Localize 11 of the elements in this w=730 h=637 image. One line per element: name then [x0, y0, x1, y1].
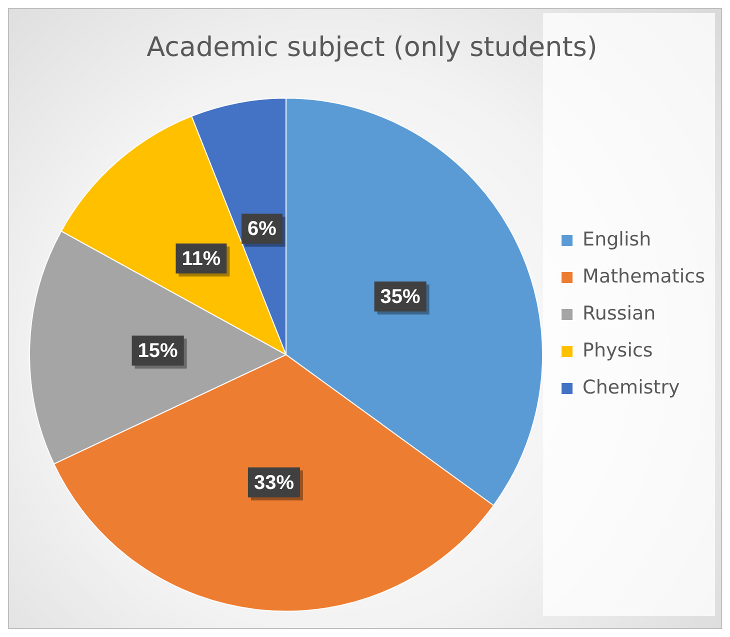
legend-label: Physics — [582, 339, 653, 362]
data-label: 33% — [254, 472, 294, 494]
data-label: 15% — [138, 340, 178, 362]
data-label: 6% — [248, 218, 277, 240]
data-label: 11% — [182, 248, 221, 270]
data-label: 35% — [380, 286, 421, 308]
text: Academic subject (only students) — [146, 32, 598, 64]
legend-label: Russian — [582, 302, 656, 324]
legend-label: English — [582, 228, 652, 250]
legend-label: Mathematics — [582, 265, 706, 288]
legend-label: Chemistry — [582, 376, 680, 398]
